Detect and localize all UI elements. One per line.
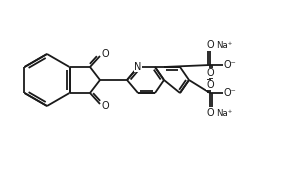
- Text: O⁻: O⁻: [224, 60, 236, 70]
- Text: O: O: [101, 49, 109, 59]
- Text: O: O: [206, 80, 214, 90]
- Text: O: O: [206, 68, 214, 78]
- Text: Na⁺: Na⁺: [216, 108, 232, 117]
- Text: O: O: [206, 40, 214, 50]
- Text: Na⁺: Na⁺: [216, 41, 232, 50]
- Text: N: N: [134, 62, 142, 72]
- Text: O⁻: O⁻: [224, 88, 236, 98]
- Text: O: O: [206, 108, 214, 118]
- Text: O: O: [101, 101, 109, 111]
